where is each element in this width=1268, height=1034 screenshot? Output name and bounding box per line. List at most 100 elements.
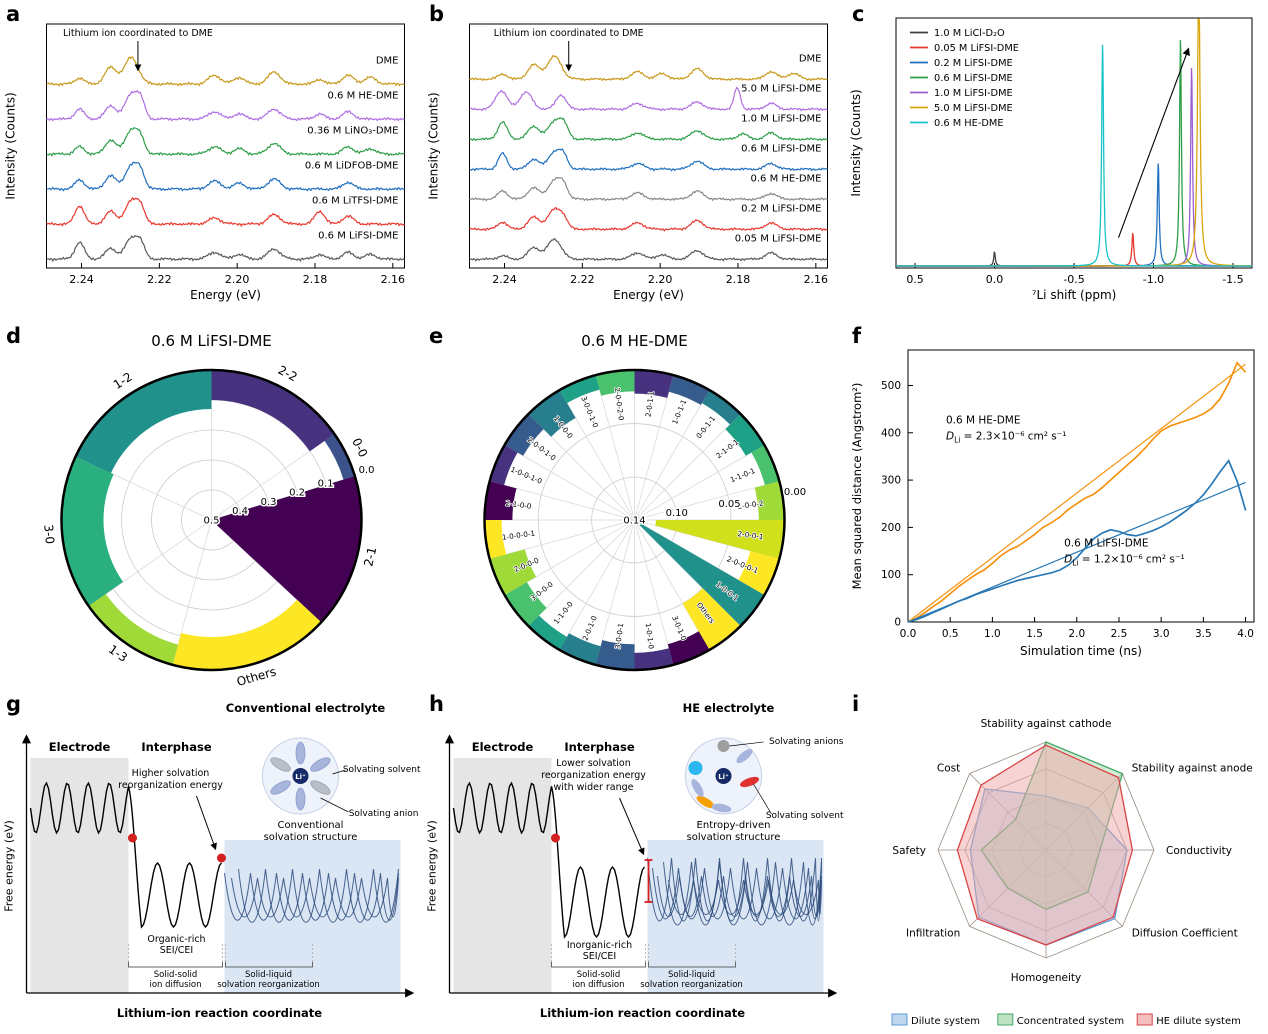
svg-text:Li⁺: Li⁺ [718, 773, 729, 781]
svg-text:100: 100 [881, 569, 901, 581]
panel-d-letter: d [6, 324, 22, 348]
svg-text:0.6 M LiFSI-DME: 0.6 M LiFSI-DME [151, 332, 272, 350]
svg-text:Solid-liquid: Solid-liquid [668, 970, 715, 980]
svg-text:Solid-liquid: Solid-liquid [245, 970, 292, 980]
svg-text:0.2: 0.2 [289, 488, 305, 499]
svg-text:Li⁺: Li⁺ [295, 773, 306, 781]
svg-text:2.5: 2.5 [1111, 628, 1128, 640]
svg-text:0.5: 0.5 [906, 273, 924, 286]
svg-text:reorganization energy: reorganization energy [541, 770, 646, 781]
svg-text:2-1: 2-1 [361, 546, 379, 568]
svg-text:HE dilute system: HE dilute system [1156, 1016, 1241, 1027]
panel-i-radar-chart: Stability against cathode Stability again… [891, 718, 1253, 1027]
svg-text:0.2 M LiFSI-DME: 0.2 M LiFSI-DME [934, 58, 1013, 69]
svg-text:Conventional electrolyte: Conventional electrolyte [226, 701, 386, 715]
svg-text:5.0 M LiFSI-DME: 5.0 M LiFSI-DME [934, 103, 1013, 114]
svg-text:Solvating solvent: Solvating solvent [766, 811, 844, 821]
svg-text:2.0: 2.0 [1068, 628, 1085, 640]
panel-c: c 0.5 0.0 -0.5 -1.0 -1.5 ⁷Li shift (ppm) Inten… [846, 0, 1268, 322]
svg-text:0.00: 0.00 [784, 487, 806, 498]
svg-text:2.22: 2.22 [570, 273, 595, 286]
svg-text:Conventional: Conventional [278, 820, 344, 831]
svg-text:Higher solvation: Higher solvation [132, 768, 210, 779]
svg-text:0.4: 0.4 [232, 506, 248, 517]
svg-text:1-0-1-0: 1-0-1-0 [644, 622, 656, 649]
svg-text:0.0: 0.0 [986, 273, 1004, 286]
svg-text:Homogeneity: Homogeneity [1011, 972, 1081, 984]
svg-text:1.0 M LiCl-D₂O: 1.0 M LiCl-D₂O [934, 28, 1005, 39]
svg-text:0.0: 0.0 [900, 628, 917, 640]
svg-text:Free energy (eV): Free energy (eV) [426, 820, 439, 912]
svg-text:0.14: 0.14 [623, 516, 645, 527]
svg-text:0: 0 [894, 617, 901, 629]
svg-text:Solid-solid: Solid-solid [154, 970, 198, 980]
svg-text:300: 300 [881, 475, 901, 487]
svg-text:3.0: 3.0 [1153, 628, 1170, 640]
svg-text:1.0 M LiFSI-DME: 1.0 M LiFSI-DME [934, 88, 1013, 99]
panel-h-energy-schematic: Free energy (eV) Lithium-ion reaction coo… [426, 701, 844, 1020]
svg-text:0.2 M LiFSI-DME: 0.2 M LiFSI-DME [741, 203, 821, 214]
svg-text:0.6 M HE-DME: 0.6 M HE-DME [328, 90, 399, 101]
svg-text:Electrode: Electrode [472, 740, 534, 754]
svg-text:2-1-0-0: 2-1-0-0 [505, 499, 532, 511]
panel-g: g Free energy (eV) Lithium-ion reaction c… [0, 690, 423, 1034]
svg-text:500: 500 [881, 380, 901, 392]
svg-text:2.18: 2.18 [726, 273, 751, 286]
svg-text:Inorganic-rich: Inorganic-rich [567, 940, 632, 951]
svg-text:0.10: 0.10 [666, 508, 688, 519]
svg-text:solvation reorganization: solvation reorganization [640, 980, 743, 990]
svg-text:Lithium ion coordinated to DME: Lithium ion coordinated to DME [63, 28, 213, 39]
svg-text:1.5: 1.5 [1026, 628, 1043, 640]
svg-text:1-3: 1-3 [106, 642, 130, 665]
svg-text:DME: DME [799, 53, 822, 64]
svg-text:ion diffusion: ion diffusion [149, 980, 201, 990]
svg-text:2.20: 2.20 [648, 273, 673, 286]
svg-text:0.6 M LiFSI-DME: 0.6 M LiFSI-DME [1064, 537, 1148, 549]
svg-text:0.6 M HE-DME: 0.6 M HE-DME [934, 118, 1004, 129]
svg-text:4.0: 4.0 [1237, 628, 1254, 640]
svg-text:Dilute system: Dilute system [911, 1016, 980, 1027]
svg-text:Safety: Safety [892, 845, 926, 857]
svg-text:1.0: 1.0 [984, 628, 1001, 640]
svg-text:0.6 M LiTFSI-DME: 0.6 M LiTFSI-DME [312, 195, 398, 206]
svg-text:SEI/CEI: SEI/CEI [160, 945, 193, 956]
svg-text:⁷Li shift (ppm): ⁷Li shift (ppm) [1032, 288, 1117, 302]
svg-text:2.18: 2.18 [303, 273, 328, 286]
svg-text:0.05: 0.05 [718, 499, 740, 510]
svg-text:2.16: 2.16 [381, 273, 406, 286]
svg-text:solvation reorganization: solvation reorganization [217, 980, 320, 990]
svg-text:DLi = 2.3×10⁻⁶ cm² s⁻¹: DLi = 2.3×10⁻⁶ cm² s⁻¹ [946, 430, 1067, 444]
panel-b-letter: b [429, 2, 445, 26]
svg-text:400: 400 [881, 427, 901, 439]
svg-text:2.24: 2.24 [69, 273, 94, 286]
svg-text:Energy (eV): Energy (eV) [190, 288, 261, 302]
svg-text:with wider range: with wider range [553, 782, 633, 793]
panel-h-letter: h [429, 692, 444, 716]
svg-text:Lithium-ion reaction coordinat: Lithium-ion reaction coordinate [117, 1006, 322, 1020]
svg-text:Intensity (Counts): Intensity (Counts) [427, 92, 441, 199]
svg-text:Lithium ion coordinated to DME: Lithium ion coordinated to DME [494, 28, 644, 39]
svg-text:Solvating anions: Solvating anions [769, 737, 844, 747]
panel-d-polar-chart: 0.6 M LiFSI-DME2-20-02-1Others1-33-01-20… [41, 332, 379, 689]
svg-text:Lower solvation: Lower solvation [556, 758, 631, 769]
svg-text:0.05 M LiFSI-DME: 0.05 M LiFSI-DME [735, 233, 822, 244]
svg-text:0.6 M LiFSI-DME: 0.6 M LiFSI-DME [318, 230, 398, 241]
panel-c-nmr-chart: 0.5 0.0 -0.5 -1.0 -1.5 ⁷Li shift (ppm) Intensi… [849, 17, 1253, 302]
svg-text:0.1: 0.1 [318, 478, 334, 489]
svg-text:Energy (eV): Energy (eV) [613, 288, 684, 302]
svg-text:1.0 M LiFSI-DME: 1.0 M LiFSI-DME [741, 113, 821, 124]
svg-text:3-0: 3-0 [41, 524, 57, 545]
svg-text:0.05 M LiFSI-DME: 0.05 M LiFSI-DME [934, 43, 1019, 54]
svg-text:Simulation time (ns): Simulation time (ns) [1020, 644, 1142, 658]
svg-text:DME: DME [376, 55, 399, 66]
panel-a-letter: a [6, 2, 21, 26]
svg-text:2.20: 2.20 [225, 273, 250, 286]
svg-text:200: 200 [881, 522, 901, 534]
panel-f-letter: f [852, 324, 862, 348]
svg-text:2-0-0-2: 2-0-0-2 [737, 499, 764, 511]
svg-text:0.6 M LiFSI-DME: 0.6 M LiFSI-DME [741, 143, 821, 154]
svg-text:Intensity (Counts): Intensity (Counts) [849, 89, 863, 196]
svg-text:solvation structure: solvation structure [264, 832, 358, 843]
svg-text:Stability against cathode: Stability against cathode [981, 718, 1112, 730]
svg-text:0.6 M HE-DME: 0.6 M HE-DME [751, 173, 822, 184]
